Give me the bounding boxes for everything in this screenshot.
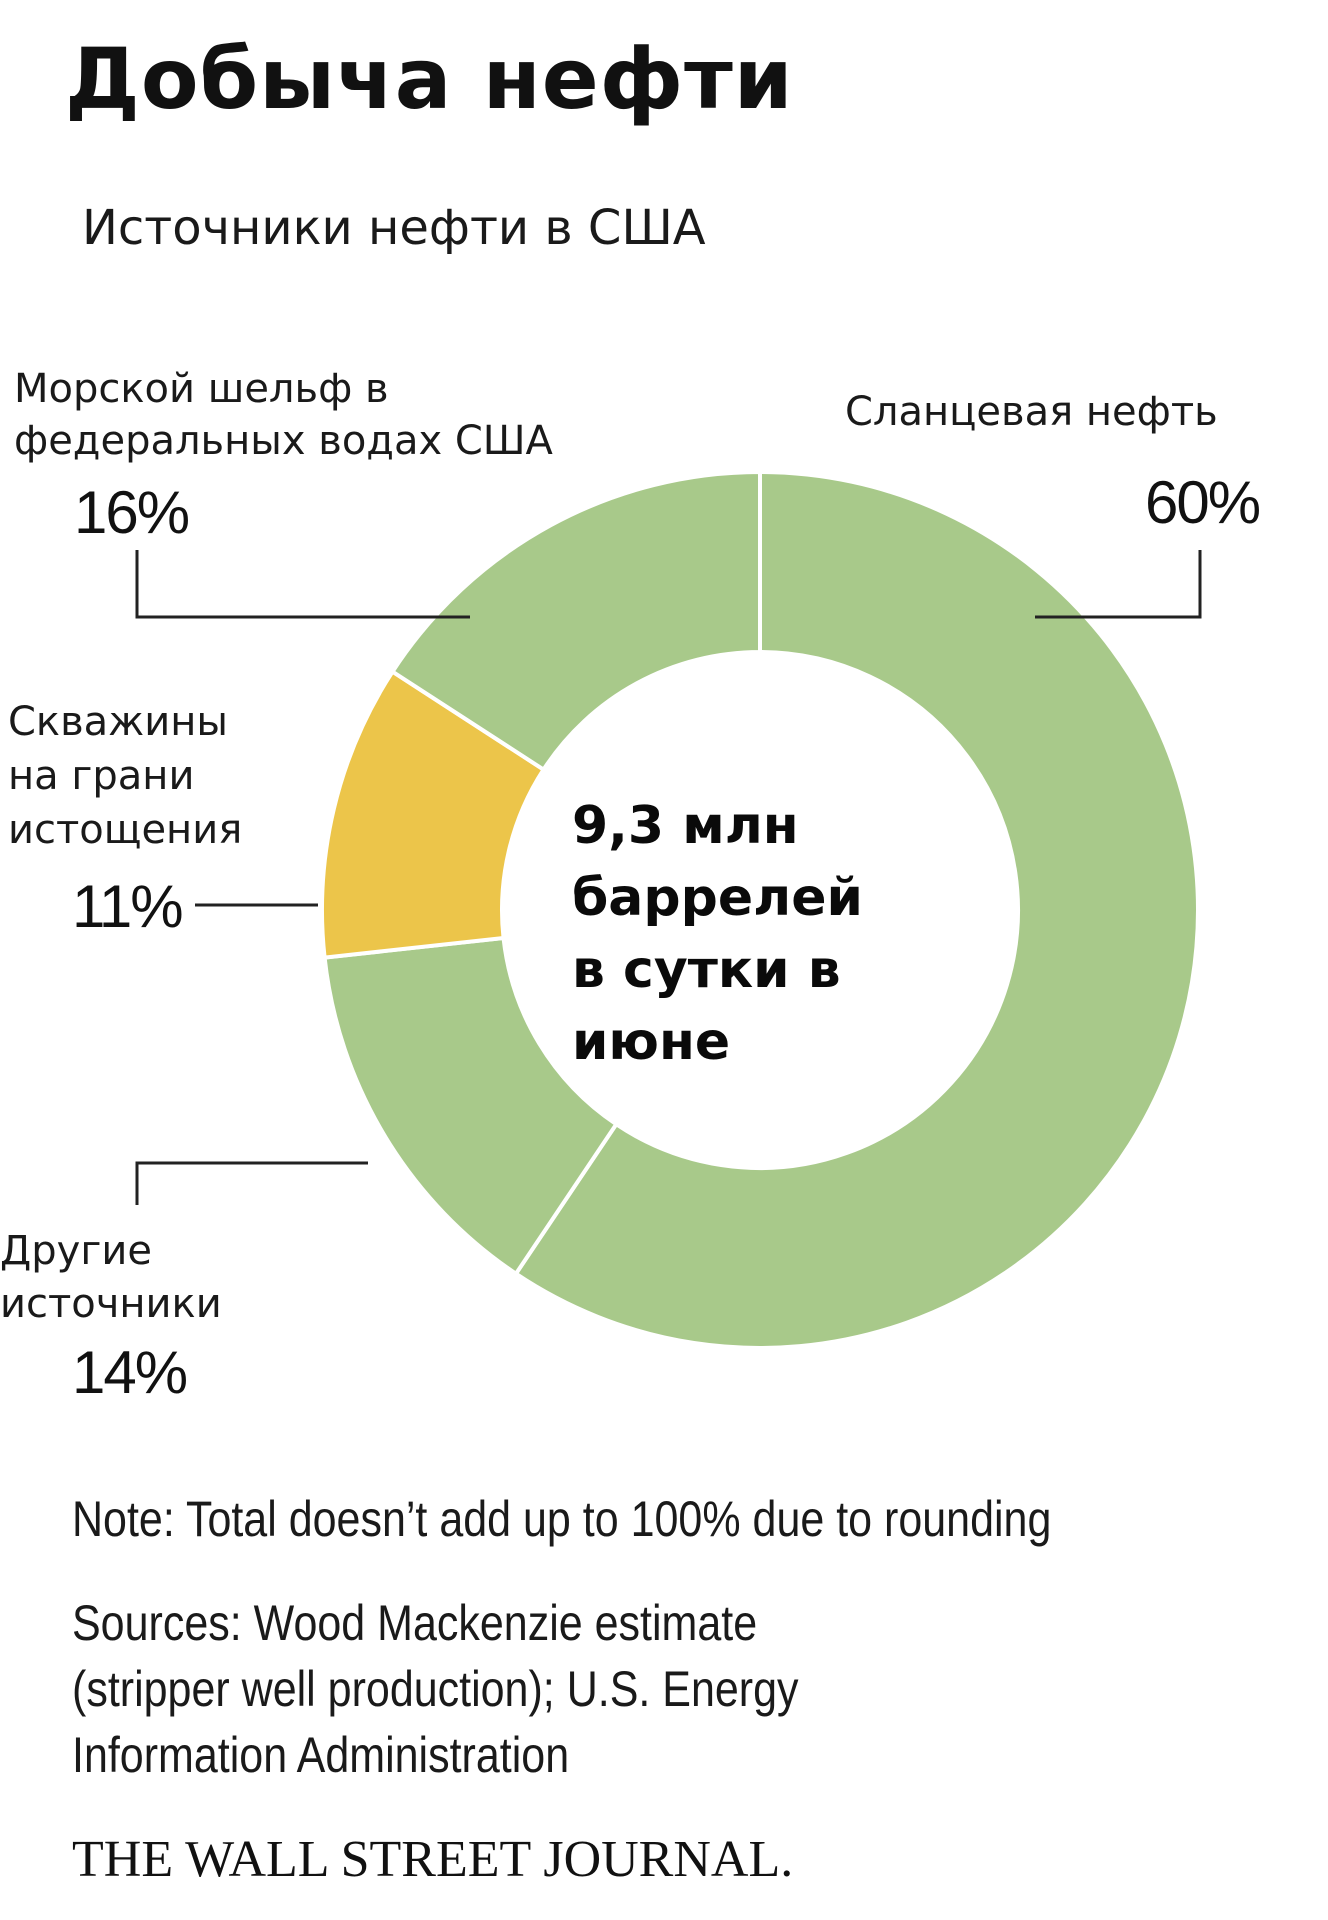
sources-line-2: (stripper well production); U.S. Energy (72, 1661, 799, 1717)
publisher-logo: THE WALL STREET JOURNAL. (72, 1831, 794, 1888)
pct-offshore: 16% (74, 479, 190, 546)
label-stripper-line2: на грани (8, 753, 195, 799)
center-line-3: в сутки в (572, 940, 841, 1000)
label-other-line2: источники (0, 1281, 222, 1327)
center-line-2: баррелей (572, 868, 863, 928)
leader-line-shale (1035, 550, 1202, 619)
donut-slices (320, 469, 1200, 1350)
sources: Sources: Wood Mackenzie estimate (stripp… (72, 1590, 1018, 1788)
pct-shale: 60% (1145, 469, 1261, 536)
label-stripper-line3: истощения (8, 807, 243, 853)
label-offshore-line2: федеральных водах США (14, 418, 553, 464)
label-other-line1: Другие (0, 1228, 152, 1274)
center-line-4: июне (572, 1012, 731, 1072)
label-offshore-line1: Морской шельф в (14, 366, 389, 412)
chart-title: Добыча нефти (65, 30, 794, 128)
footnote: Note: Total doesn’t add up to 100% due t… (72, 1491, 1052, 1547)
donut-slice-4 (389, 469, 762, 773)
label-stripper-line1: Скважины (8, 699, 228, 745)
leader-line-offshore (135, 550, 470, 619)
donut-slice-2 (322, 935, 620, 1277)
leader-line-other (135, 1161, 368, 1205)
donut-slice-1 (513, 469, 1200, 1350)
center-line-1: 9,3 млн (572, 796, 799, 856)
chart-subtitle: Источники нефти в США (82, 200, 706, 256)
donut-center-label: 9,3 млн баррелей в сутки в июне (572, 790, 932, 1078)
sources-line-1: Sources: Wood Mackenzie estimate (72, 1595, 758, 1651)
pct-stripper: 11% (72, 873, 184, 940)
pct-other: 14% (72, 1339, 188, 1406)
sources-line-3: Information Administration (72, 1727, 570, 1783)
label-shale: Сланцевая нефть (845, 389, 1218, 435)
